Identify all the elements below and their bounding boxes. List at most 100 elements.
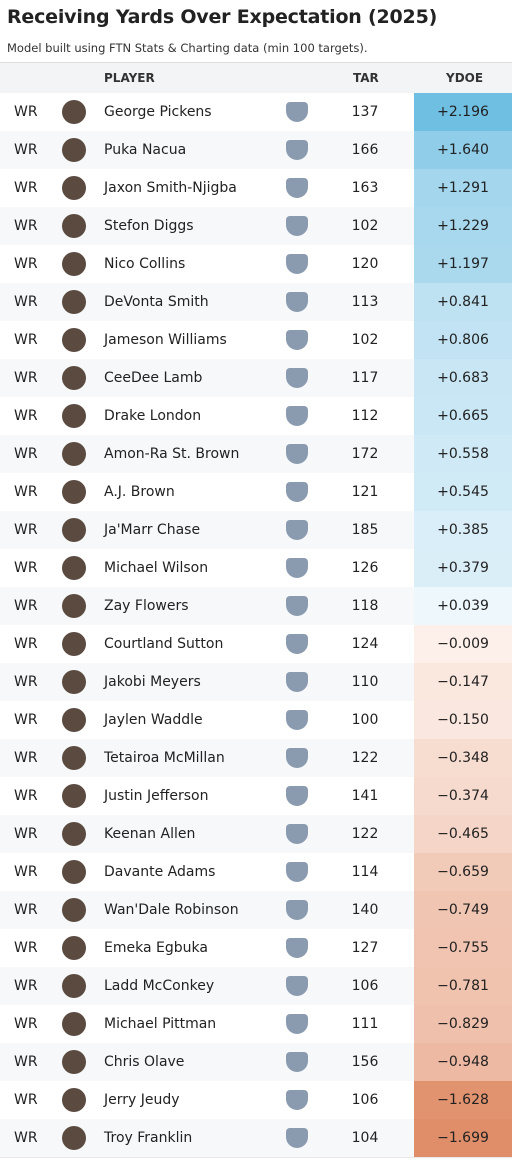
- team-logo: [286, 482, 308, 502]
- title: Receiving Yards Over Expectation (2025): [7, 6, 438, 28]
- ydoe-cell: [414, 435, 512, 473]
- headshot: [62, 1088, 86, 1112]
- headshot: [62, 556, 86, 580]
- ydoe-cell: [414, 207, 512, 245]
- ydoe-cell: [414, 473, 512, 511]
- ydoe: −0.829: [437, 1016, 489, 1032]
- table-row: WR Jaxon Smith-Njigba 163 +1.291: [0, 169, 512, 208]
- table-row: WR Justin Jefferson 141 −0.374: [0, 777, 512, 816]
- headshot: [62, 442, 86, 466]
- headshot: [62, 366, 86, 390]
- headshot: [62, 746, 86, 770]
- ydoe: +1.197: [437, 256, 489, 272]
- headshot: [62, 138, 86, 162]
- targets: 166: [351, 142, 379, 158]
- player-name: Keenan Allen: [104, 826, 196, 842]
- targets: 124: [351, 636, 379, 652]
- table-row: WR George Pickens 137 +2.196: [0, 93, 512, 132]
- ydoe-cell: [414, 777, 512, 815]
- table-row: WR Michael Pittman 111 −0.829: [0, 1005, 512, 1044]
- team-logo: [286, 444, 308, 464]
- ydoe: −0.009: [437, 636, 489, 652]
- headshot: [62, 594, 86, 618]
- position: WR: [14, 370, 38, 386]
- player-name: George Pickens: [104, 104, 212, 120]
- ydoe-cell: [414, 625, 512, 663]
- ydoe: +2.196: [437, 104, 489, 120]
- ydoe: +0.841: [437, 294, 489, 310]
- table-row: WR Nico Collins 120 +1.197: [0, 245, 512, 284]
- position: WR: [14, 712, 38, 728]
- headshot: [62, 328, 86, 352]
- headshot: [62, 898, 86, 922]
- headshot: [62, 480, 86, 504]
- ydoe-cell: [414, 359, 512, 397]
- headshot: [62, 1050, 86, 1074]
- ydoe-cell: [414, 853, 512, 891]
- player-name: Wan'Dale Robinson: [104, 902, 239, 918]
- team-logo: [286, 976, 308, 996]
- ydoe-cell: [414, 397, 512, 435]
- table-row: WR A.J. Brown 121 +0.545: [0, 473, 512, 512]
- position: WR: [14, 598, 38, 614]
- player-name: Amon-Ra St. Brown: [104, 446, 240, 462]
- headshot: [62, 404, 86, 428]
- player-name: Ja'Marr Chase: [104, 522, 201, 538]
- team-logo: [286, 672, 308, 692]
- targets: 104: [351, 1130, 379, 1146]
- headshot: [62, 708, 86, 732]
- player-name: A.J. Brown: [104, 484, 175, 500]
- position: WR: [14, 750, 38, 766]
- position: WR: [14, 940, 38, 956]
- table-row: WR Davante Adams 114 −0.659: [0, 853, 512, 892]
- team-logo: [286, 102, 308, 122]
- ydoe: +0.683: [437, 370, 489, 386]
- team-logo: [286, 634, 308, 654]
- targets: 110: [351, 674, 379, 690]
- ydoe: −0.147: [437, 674, 489, 690]
- targets: 127: [351, 940, 379, 956]
- targets: 156: [351, 1054, 379, 1070]
- table-row: WR Chris Olave 156 −0.948: [0, 1043, 512, 1082]
- position: WR: [14, 1130, 38, 1146]
- ydoe: −1.699: [437, 1130, 489, 1146]
- header-row: PLAYER TAR YDOE: [0, 62, 512, 94]
- headshot: [62, 1012, 86, 1036]
- targets: 122: [351, 750, 379, 766]
- ydoe-cell: [414, 549, 512, 587]
- position: WR: [14, 978, 38, 994]
- player-name: Puka Nacua: [104, 142, 187, 158]
- ydoe: +0.806: [437, 332, 489, 348]
- headshot: [62, 670, 86, 694]
- targets: 117: [351, 370, 379, 386]
- targets: 122: [351, 826, 379, 842]
- position: WR: [14, 218, 38, 234]
- team-logo: [286, 140, 308, 160]
- headshot: [62, 176, 86, 200]
- team-logo: [286, 216, 308, 236]
- player-name: Stefon Diggs: [104, 218, 194, 234]
- player-name: Tetairoa McMillan: [104, 750, 225, 766]
- player-name: Courtland Sutton: [104, 636, 224, 652]
- targets: 140: [351, 902, 379, 918]
- position: WR: [14, 1092, 38, 1108]
- ydoe: −0.755: [437, 940, 489, 956]
- position: WR: [14, 1016, 38, 1032]
- ydoe-cell: [414, 663, 512, 701]
- player-name: Michael Pittman: [104, 1016, 217, 1032]
- player-name: Davante Adams: [104, 864, 216, 880]
- position: WR: [14, 636, 38, 652]
- player-name: Drake London: [104, 408, 202, 424]
- player-name: Jaxon Smith-Njigba: [104, 180, 237, 196]
- team-logo: [286, 1052, 308, 1072]
- position: WR: [14, 332, 38, 348]
- targets: 141: [351, 788, 379, 804]
- table-row: WR DeVonta Smith 113 +0.841: [0, 283, 512, 322]
- table-row: WR Ja'Marr Chase 185 +0.385: [0, 511, 512, 550]
- team-logo: [286, 786, 308, 806]
- player-name: Zay Flowers: [104, 598, 189, 614]
- player-name: Chris Olave: [104, 1054, 185, 1070]
- team-logo: [286, 292, 308, 312]
- ydoe: +1.229: [437, 218, 489, 234]
- table-row: WR Troy Franklin 104 −1.699: [0, 1119, 512, 1158]
